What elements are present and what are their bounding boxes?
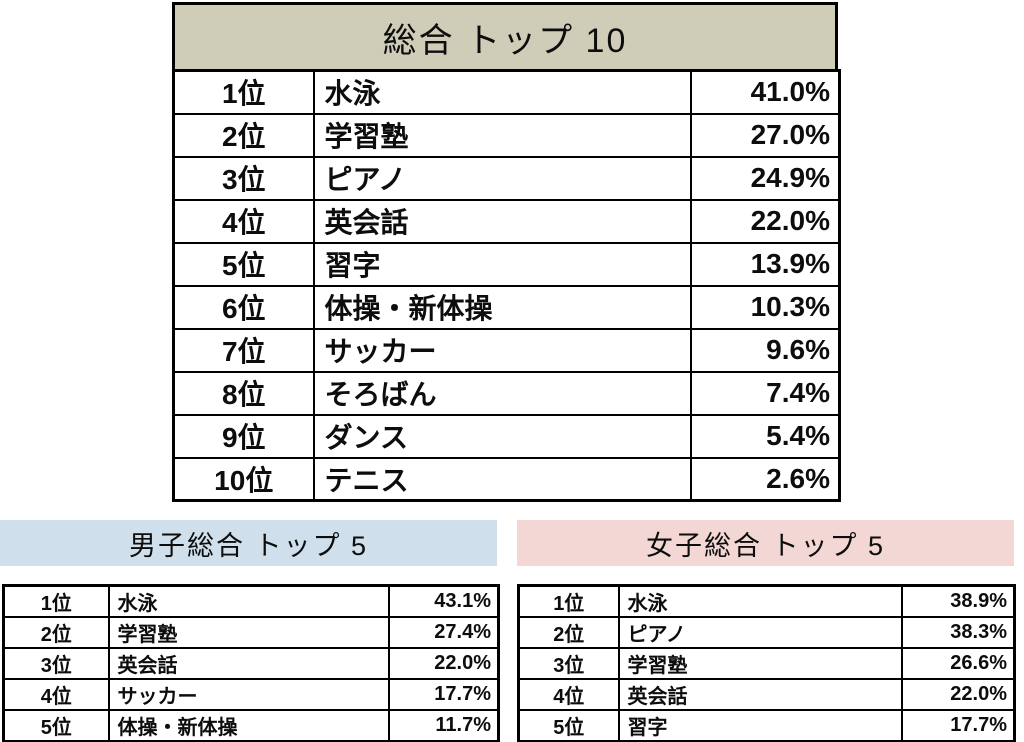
item-cell: 英会話 bbox=[107, 647, 390, 680]
item-cell: 学習塾 bbox=[617, 647, 903, 680]
rank-cell: 4位 bbox=[517, 678, 620, 711]
value-cell: 9.6% bbox=[689, 327, 841, 373]
rank-cell: 5位 bbox=[172, 241, 315, 287]
rank-cell: 8位 bbox=[172, 370, 315, 416]
table-row: 4位 英会話 22.0% bbox=[172, 198, 841, 244]
table-row: 1位 水泳 41.0% bbox=[172, 69, 841, 115]
table-row: 3位 英会話 22.0% bbox=[2, 647, 500, 680]
rank-cell: 4位 bbox=[172, 198, 315, 244]
value-cell: 24.9% bbox=[689, 155, 841, 201]
girls-ranking-table: 1位 水泳 38.9% 2位 ピアノ 38.3% 3位 学習塾 26.6% 4位 英会話 22.0% 5… bbox=[517, 584, 1016, 742]
girls-table-title: 女子総合 トップ 5 bbox=[517, 520, 1014, 566]
value-cell: 17.7% bbox=[900, 709, 1016, 742]
table-row: 5位 習字 13.9% bbox=[172, 241, 841, 287]
overall-table-body: 1位 水泳 41.0% 2位 学習塾 27.0% 3位 ピアノ 24.9% 4位 英会話 22.0% 5… bbox=[172, 69, 841, 502]
item-cell: 学習塾 bbox=[312, 112, 692, 158]
table-row: 7位 サッカー 9.6% bbox=[172, 327, 841, 373]
value-cell: 22.0% bbox=[387, 647, 500, 680]
table-row: 10位 テニス 2.6% bbox=[172, 456, 841, 502]
boys-table-body: 1位 水泳 43.1% 2位 学習塾 27.4% 3位 英会話 22.0% 4位 サッカー 17.7%… bbox=[2, 584, 500, 742]
value-cell: 27.4% bbox=[387, 616, 500, 649]
value-cell: 43.1% bbox=[387, 584, 500, 618]
item-cell: 英会話 bbox=[312, 198, 692, 244]
table-row: 5位 習字 17.7% bbox=[517, 709, 1016, 742]
table-row: 2位 学習塾 27.0% bbox=[172, 112, 841, 158]
girls-table-body: 1位 水泳 38.9% 2位 ピアノ 38.3% 3位 学習塾 26.6% 4位 英会話 22.0% 5… bbox=[517, 584, 1016, 742]
value-cell: 22.0% bbox=[900, 678, 1016, 711]
value-cell: 5.4% bbox=[689, 413, 841, 459]
table-row: 8位 そろばん 7.4% bbox=[172, 370, 841, 416]
value-cell: 26.6% bbox=[900, 647, 1016, 680]
table-row: 3位 学習塾 26.6% bbox=[517, 647, 1016, 680]
boys-ranking-table: 1位 水泳 43.1% 2位 学習塾 27.4% 3位 英会話 22.0% 4位 サッカー 17.7%… bbox=[2, 584, 500, 742]
value-cell: 7.4% bbox=[689, 370, 841, 416]
rank-cell: 2位 bbox=[2, 616, 110, 649]
table-row: 4位 英会話 22.0% bbox=[517, 678, 1016, 711]
rank-cell: 2位 bbox=[172, 112, 315, 158]
value-cell: 38.3% bbox=[900, 616, 1016, 649]
table-row: 2位 学習塾 27.4% bbox=[2, 616, 500, 649]
item-cell: 習字 bbox=[617, 709, 903, 742]
item-cell: そろばん bbox=[312, 370, 692, 416]
boys-table-title: 男子総合 トップ 5 bbox=[0, 520, 497, 566]
rank-cell: 4位 bbox=[2, 678, 110, 711]
rank-cell: 1位 bbox=[517, 584, 620, 618]
rank-cell: 3位 bbox=[172, 155, 315, 201]
item-cell: 習字 bbox=[312, 241, 692, 287]
value-cell: 41.0% bbox=[689, 69, 841, 115]
table-row: 1位 水泳 43.1% bbox=[2, 584, 500, 618]
rank-cell: 2位 bbox=[517, 616, 620, 649]
item-cell: ダンス bbox=[312, 413, 692, 459]
table-row: 2位 ピアノ 38.3% bbox=[517, 616, 1016, 649]
value-cell: 10.3% bbox=[689, 284, 841, 330]
item-cell: テニス bbox=[312, 456, 692, 502]
rank-cell: 6位 bbox=[172, 284, 315, 330]
table-row: 6位 体操・新体操 10.3% bbox=[172, 284, 841, 330]
table-row: 4位 サッカー 17.7% bbox=[2, 678, 500, 711]
item-cell: 学習塾 bbox=[107, 616, 390, 649]
table-row: 1位 水泳 38.9% bbox=[517, 584, 1016, 618]
rank-cell: 3位 bbox=[517, 647, 620, 680]
value-cell: 11.7% bbox=[387, 709, 500, 742]
item-cell: 英会話 bbox=[617, 678, 903, 711]
item-cell: ピアノ bbox=[312, 155, 692, 201]
rank-cell: 3位 bbox=[2, 647, 110, 680]
item-cell: 体操・新体操 bbox=[107, 709, 390, 742]
rank-cell: 5位 bbox=[517, 709, 620, 742]
item-cell: サッカー bbox=[107, 678, 390, 711]
rank-cell: 7位 bbox=[172, 327, 315, 373]
value-cell: 22.0% bbox=[689, 198, 841, 244]
value-cell: 13.9% bbox=[689, 241, 841, 287]
value-cell: 27.0% bbox=[689, 112, 841, 158]
item-cell: 体操・新体操 bbox=[312, 284, 692, 330]
table-row: 9位 ダンス 5.4% bbox=[172, 413, 841, 459]
rank-cell: 1位 bbox=[172, 69, 315, 115]
table-row: 5位 体操・新体操 11.7% bbox=[2, 709, 500, 742]
item-cell: 水泳 bbox=[617, 584, 903, 618]
overall-ranking-table: 1位 水泳 41.0% 2位 学習塾 27.0% 3位 ピアノ 24.9% 4位 英会話 22.0% 5… bbox=[172, 69, 841, 502]
item-cell: 水泳 bbox=[312, 69, 692, 115]
rank-cell: 1位 bbox=[2, 584, 110, 618]
rank-cell: 9位 bbox=[172, 413, 315, 459]
item-cell: ピアノ bbox=[617, 616, 903, 649]
overall-table-title: 総合 トップ 10 bbox=[172, 2, 838, 72]
rank-cell: 10位 bbox=[172, 456, 315, 502]
rank-cell: 5位 bbox=[2, 709, 110, 742]
table-row: 3位 ピアノ 24.9% bbox=[172, 155, 841, 201]
item-cell: 水泳 bbox=[107, 584, 390, 618]
item-cell: サッカー bbox=[312, 327, 692, 373]
value-cell: 17.7% bbox=[387, 678, 500, 711]
value-cell: 2.6% bbox=[689, 456, 841, 502]
value-cell: 38.9% bbox=[900, 584, 1016, 618]
